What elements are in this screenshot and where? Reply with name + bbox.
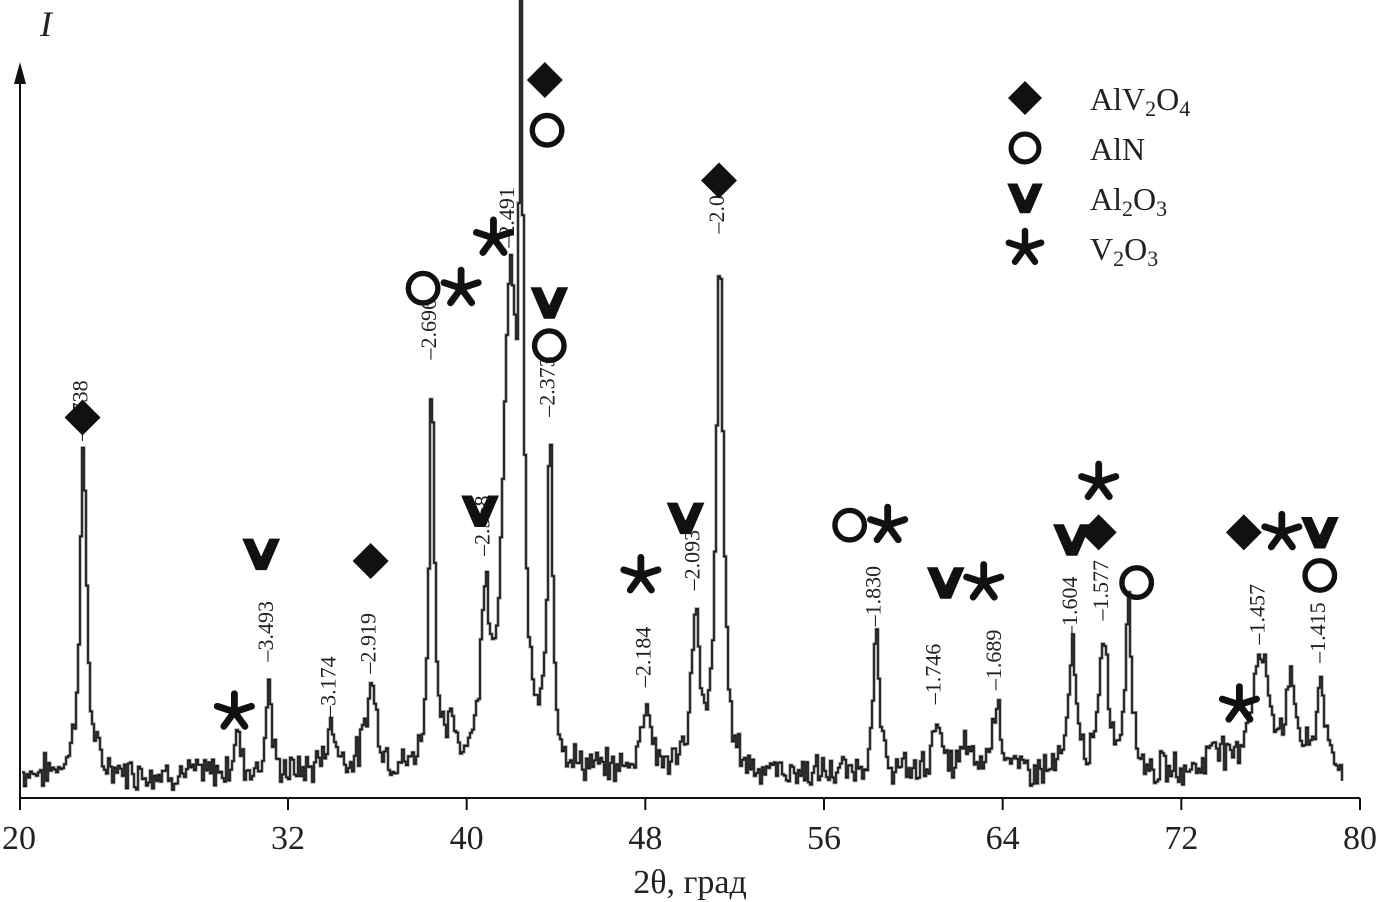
asterisk-icon (440, 266, 482, 307)
legend-label: Al2O3 (1090, 181, 1167, 221)
legend-label: AlV2O4 (1090, 81, 1190, 121)
phase-markers (64, 62, 1339, 730)
v-icon (461, 495, 499, 527)
peak-label: –1.415 (1305, 602, 1330, 664)
x-tick-label: 80 (1343, 820, 1377, 857)
legend-label: AlN (1090, 131, 1145, 167)
asterisk-arm (1261, 523, 1286, 536)
diamond-icon (1080, 514, 1117, 551)
v-icon (1300, 517, 1339, 549)
peak-label: –1.577 (1088, 560, 1113, 622)
asterisk-icon (1218, 683, 1260, 723)
x-tick-label: 20 (2, 820, 36, 857)
spectrum (22, 0, 1344, 792)
diamond-icon (352, 543, 389, 580)
peak-label: –1.689 (981, 630, 1006, 692)
x-ticks: 20 32 40 48 56 64 72 80 (2, 798, 1377, 857)
asterisk-icon (620, 553, 662, 594)
peak-label: –3.174 (315, 656, 340, 718)
asterisk-icon (1261, 510, 1303, 551)
x-tick-label: 40 (450, 820, 484, 857)
circle-icon (1119, 565, 1155, 601)
circle-icon (832, 507, 868, 543)
peak-label: –2.696 (416, 299, 441, 361)
asterisk-arm (472, 228, 497, 242)
asterisk-icon (1005, 227, 1045, 265)
peak-label: –2.093 (679, 530, 704, 592)
x-tick-label: 64 (986, 820, 1020, 857)
spectrum-line (22, 0, 1343, 791)
v-icon (530, 287, 569, 319)
x-tick-label: 32 (271, 820, 305, 857)
peak-label: –2.919 (356, 613, 381, 675)
axes: I 2θ, град (14, 4, 1360, 901)
v-icon (242, 538, 281, 571)
asterisk-arm (213, 702, 238, 716)
x-tick-label: 48 (628, 820, 662, 857)
diamond-icon (701, 162, 738, 199)
asterisk-icon (867, 503, 909, 544)
asterisk-arm (620, 566, 645, 579)
asterisk-arm (440, 279, 465, 292)
diamond-icon (64, 399, 101, 436)
asterisk-arm (1078, 473, 1103, 486)
circle-icon (405, 270, 441, 306)
asterisk-arm (963, 573, 988, 587)
peak-label: –2.184 (630, 627, 655, 689)
asterisk-icon (963, 561, 1005, 601)
circle-icon (1302, 557, 1338, 593)
asterisk-icon (1078, 460, 1120, 501)
legend-label: V2O3 (1090, 231, 1158, 271)
y-axis-title: I (39, 4, 54, 44)
peak-label: –1.604 (1057, 577, 1082, 639)
diamond-icon (1225, 514, 1262, 551)
x-axis-title: 2θ, град (633, 864, 747, 901)
legend: AlV2O4 AlN Al2O3 V2O3 (1005, 81, 1190, 271)
asterisk-arm (1005, 239, 1029, 252)
asterisk-icon (213, 690, 255, 730)
asterisk-arm (1218, 695, 1243, 709)
diamond-icon (1008, 81, 1042, 115)
asterisk-icon (472, 216, 515, 256)
peak-label: –2.373 (534, 356, 559, 418)
peak-label: –3.493 (253, 601, 278, 663)
peak-label: –1.746 (921, 644, 946, 706)
diamond-icon (526, 62, 563, 98)
v-icon (926, 567, 965, 599)
v-icon (666, 502, 705, 535)
v-icon (1007, 183, 1043, 214)
peak-label: –1.830 (860, 566, 885, 628)
x-tick-label: 72 (1164, 820, 1198, 857)
circle-icon (1008, 131, 1042, 165)
x-tick-label: 56 (807, 820, 841, 857)
spectrum-line-light (22, 0, 1344, 792)
peak-label: –1.457 (1245, 584, 1270, 646)
circle-icon (529, 112, 565, 148)
asterisk-arm (867, 516, 892, 529)
circle-icon (531, 328, 567, 364)
y-axis-arrow (14, 62, 26, 84)
